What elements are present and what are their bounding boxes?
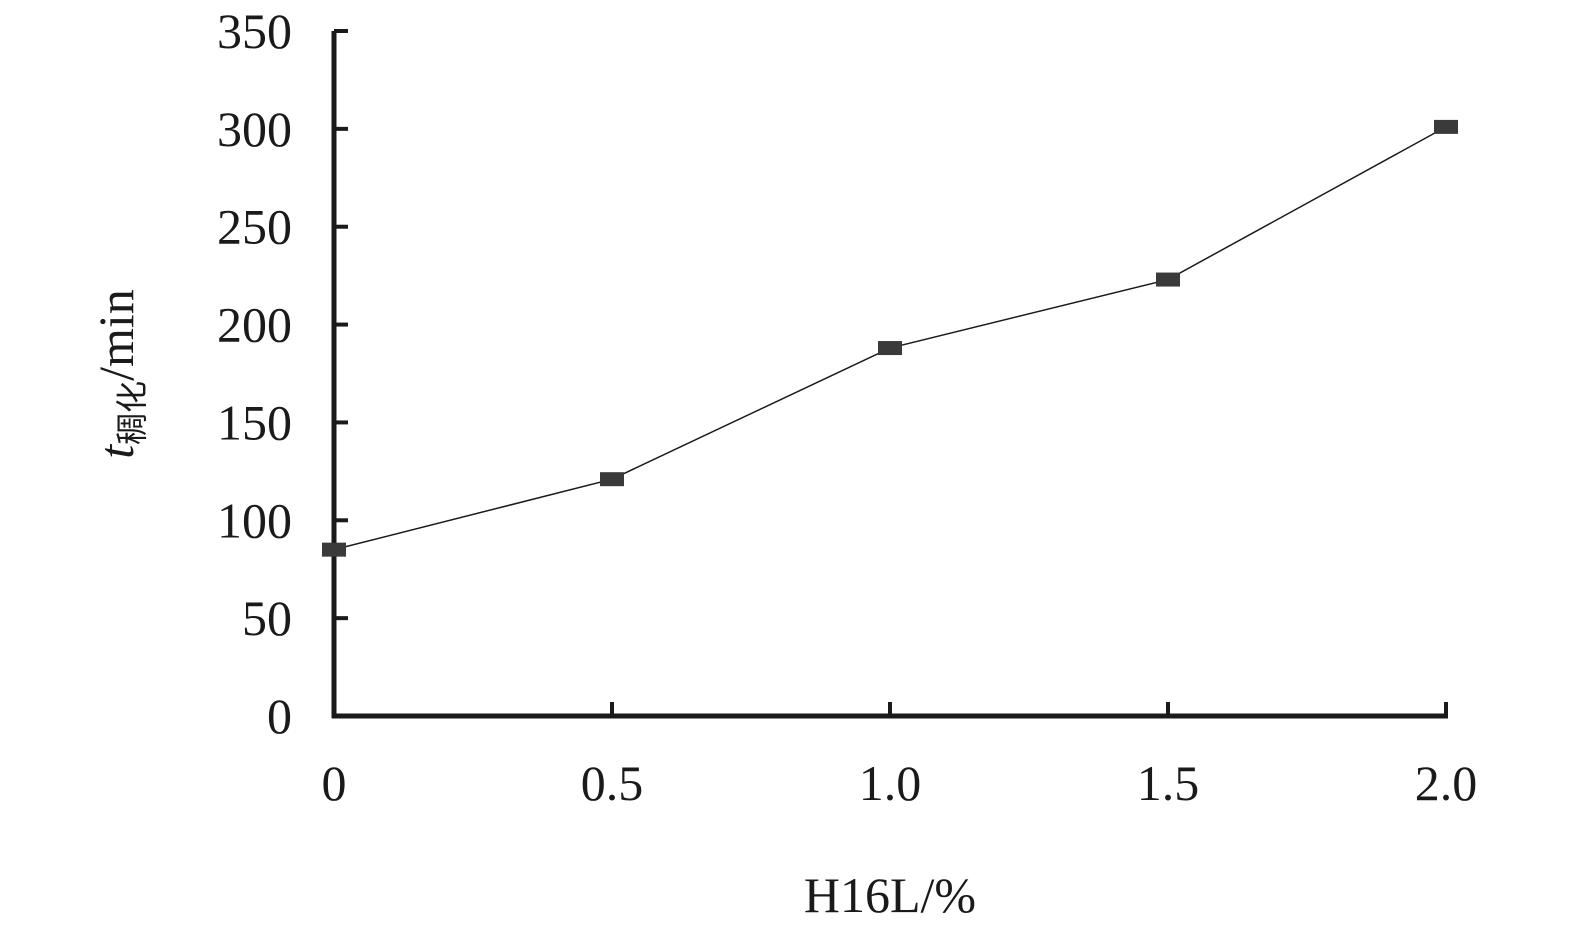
x-axis-title: H16L/% [804, 867, 976, 923]
y-tick-label: 250 [217, 199, 292, 255]
x-tick-label: 2.0 [1415, 755, 1478, 811]
y-axis-title: t稠化/min [88, 289, 151, 459]
plot-area: 0 50 100 150 200 250 300 350 0 0.5 1.0 1.5 2.0 [217, 3, 1477, 811]
y-tick-label: 200 [217, 297, 292, 353]
y-axis-title-subscript: 稠化 [113, 381, 151, 445]
x-tick-label: 1.0 [859, 755, 922, 811]
x-tick-label: 1.5 [1137, 755, 1200, 811]
y-tick-label: 100 [217, 492, 292, 548]
y-tick-label: 50 [242, 590, 292, 646]
y-tick-label: 350 [217, 3, 292, 59]
data-point-4 [1434, 119, 1458, 134]
y-axis-title-variable: t [88, 444, 144, 459]
data-point-0 [322, 542, 346, 557]
data-point-1 [600, 472, 624, 487]
data-point-3 [1156, 272, 1180, 287]
data-points [322, 119, 1458, 557]
series-line [333, 126, 1447, 551]
data-point-2 [878, 341, 902, 356]
y-tick-label: 150 [217, 394, 292, 450]
x-ticks: 0 0.5 1.0 1.5 2.0 [322, 702, 1478, 811]
y-ticks: 0 50 100 150 200 250 300 350 [217, 3, 348, 744]
svg-text:t稠化/min: t稠化/min [88, 289, 151, 459]
x-tick-label: 0.5 [581, 755, 644, 811]
y-tick-label: 0 [267, 688, 292, 744]
y-axis-title-unit: /min [88, 289, 144, 381]
y-tick-label: 300 [217, 101, 292, 157]
x-tick-label: 0 [322, 755, 347, 811]
